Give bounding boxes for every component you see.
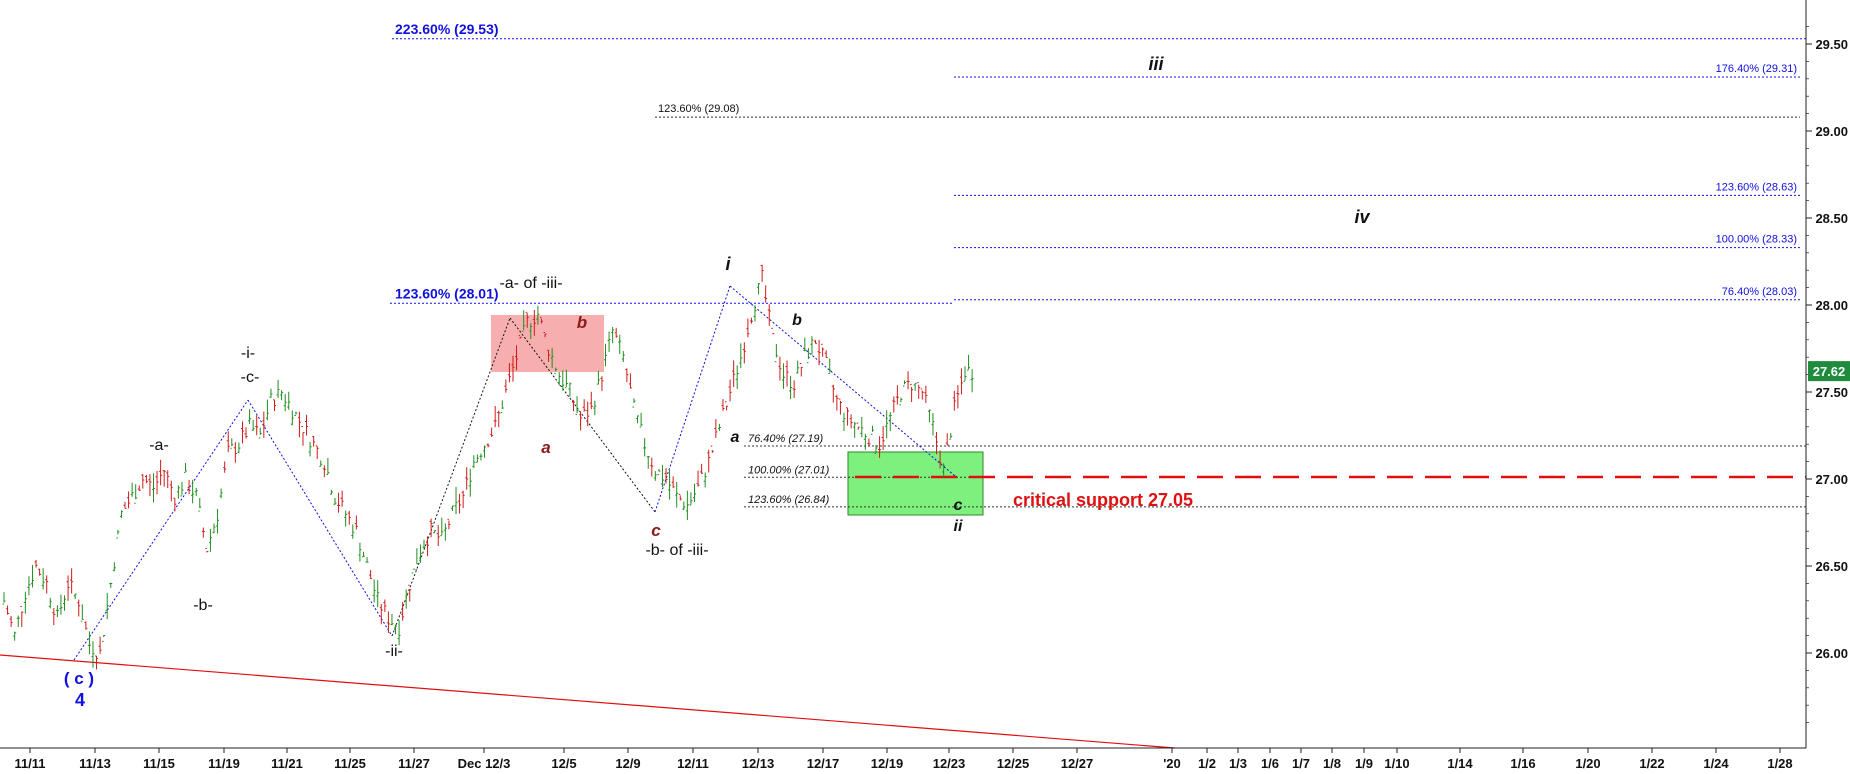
- y-axis-tick-label: 28.50: [1815, 211, 1848, 226]
- x-axis-tick-label: 12/11: [677, 756, 709, 771]
- wave-label-wave-c-paren: ( c ): [64, 669, 94, 688]
- wave-label-wave-b: b: [792, 312, 802, 329]
- wave-path-blue: [73, 399, 249, 661]
- wave-label-minus-ii: -ii-: [385, 643, 403, 660]
- wave-label-minus-b: -b-: [193, 597, 213, 614]
- y-axis: 29.50 29.00 28.50 28.00 27.50 27.00 26.50 26.00…: [1805, 0, 1850, 748]
- y-axis-tick-label: 26.50: [1815, 559, 1848, 574]
- fibonacci-levels: 223.60% (29.53) 176.40% (29.31) 123.60% (2…: [390, 21, 1806, 508]
- x-axis-tick-label: 1/24: [1703, 756, 1729, 771]
- fib-level-label: 123.60% (29.08): [658, 103, 739, 115]
- highlight-boxes: [491, 315, 984, 516]
- wave-label-wave-iv: iv: [1354, 207, 1370, 227]
- price-candles: [2, 264, 974, 670]
- wave-label-wave-a: a: [731, 429, 740, 446]
- x-axis-tick-label: 12/13: [742, 756, 775, 771]
- x-axis-tick-label: 12/27: [1061, 756, 1094, 771]
- x-axis: 11/11 11/13 11/15 11/19 11/21 11/25 11/27 Dec 1…: [0, 747, 1806, 771]
- x-axis-tick-label: 1/28: [1767, 756, 1792, 771]
- x-axis-tick-label: '20: [1163, 756, 1181, 771]
- green-support-box: [847, 451, 984, 516]
- fib-level-label: 176.40% (29.31): [1716, 63, 1797, 75]
- critical-support-label: critical support 27.05: [1013, 490, 1193, 510]
- wave-path-blue: [729, 285, 956, 477]
- x-axis-tick-label: 11/11: [14, 756, 45, 771]
- wave-path-black: [391, 317, 511, 637]
- wave-label-sub-b: b: [577, 313, 587, 332]
- wave-label-wave-ii: ii: [954, 518, 963, 535]
- wave-label-minus-a: -a-: [149, 437, 169, 454]
- wave-annotations: critical support 27.05 ( c ) 4 -a- -b- -i- -c-…: [64, 54, 1371, 710]
- trend-lines: [0, 285, 1176, 749]
- fib-level-label: 76.40% (27.19): [748, 433, 824, 445]
- y-axis-tick-label: 29.50: [1815, 37, 1848, 52]
- wave-label-minus-i: -i-: [241, 345, 255, 362]
- wave-path-black: [509, 317, 656, 513]
- fib-level-label: 223.60% (29.53): [395, 21, 499, 37]
- x-axis-tick-label: 12/17: [807, 756, 840, 771]
- x-axis-tick-label: Dec 12/3: [458, 756, 511, 771]
- fib-level-label: 123.60% (28.63): [1716, 181, 1797, 193]
- fib-level-label: 123.60% (28.01): [395, 285, 499, 301]
- x-axis-tick-label: 1/6: [1261, 756, 1279, 771]
- x-axis-tick-label: 1/20: [1575, 756, 1600, 771]
- pink-resistance-box: [491, 315, 604, 372]
- x-axis-tick-label: 12/5: [551, 756, 576, 771]
- x-axis-tick-label: 12/25: [997, 756, 1030, 771]
- x-axis-tick-label: 11/25: [334, 756, 366, 771]
- fib-level-label: 100.00% (28.33): [1716, 234, 1797, 246]
- fib-level-label: 76.40% (28.03): [1722, 286, 1797, 298]
- y-axis-tick-label: 27.50: [1815, 385, 1848, 400]
- x-axis-tick-label: 1/14: [1447, 756, 1473, 771]
- wave-label-wave-i: i: [725, 254, 731, 274]
- x-axis-tick-label: 1/9: [1355, 756, 1373, 771]
- wave-label-sub-a: a: [541, 438, 550, 457]
- x-axis-tick-label: 11/21: [271, 756, 303, 771]
- wave-label-b-of-iii: -b- of -iii-: [645, 542, 708, 559]
- x-axis-tick-label: 1/2: [1198, 756, 1216, 771]
- x-axis-tick-label: 1/8: [1323, 756, 1341, 771]
- x-axis-tick-label: 1/22: [1639, 756, 1664, 771]
- x-axis-tick-label: 11/27: [398, 756, 430, 771]
- lower-trendline: [0, 654, 1176, 749]
- wave-label-wave-iii: iii: [1148, 54, 1164, 74]
- fib-level-label: 123.60% (26.84): [748, 494, 830, 506]
- wave-label-sub-c: c: [651, 521, 661, 540]
- wave-label-a-of-iii: -a- of -iii-: [499, 275, 562, 292]
- x-axis-tick-label: 1/3: [1229, 756, 1247, 771]
- fib-level-label: 100.00% (27.01): [748, 464, 830, 476]
- x-axis-tick-label: 1/10: [1384, 756, 1409, 771]
- x-axis-tick-label: 1/7: [1292, 756, 1310, 771]
- y-axis-tick-label: 29.00: [1815, 124, 1848, 139]
- last-price-tag: [1808, 361, 1850, 382]
- x-axis-tick-label: 12/19: [871, 756, 904, 771]
- wave-label-minus-c: -c-: [241, 369, 260, 386]
- x-axis-tick-label: 11/19: [208, 756, 240, 771]
- last-price-label: 27.62: [1813, 364, 1846, 379]
- wave-label-wave-c: c: [954, 497, 963, 514]
- y-axis-tick-label: 27.00: [1815, 472, 1848, 487]
- wave-label-wave-4: 4: [75, 690, 85, 710]
- y-axis-tick-label: 28.00: [1815, 298, 1848, 313]
- x-axis-tick-label: 11/13: [79, 756, 111, 771]
- x-axis-tick-label: 12/23: [933, 756, 966, 771]
- y-axis-tick-label: 26.00: [1815, 646, 1848, 661]
- x-axis-tick-label: 11/15: [143, 756, 175, 771]
- x-axis-tick-label: 1/16: [1510, 756, 1535, 771]
- x-axis-tick-label: 12/9: [615, 756, 640, 771]
